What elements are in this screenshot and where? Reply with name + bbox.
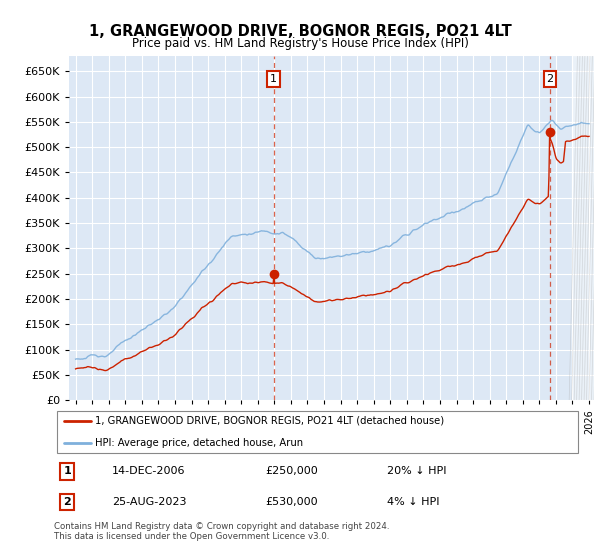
Text: £250,000: £250,000 (265, 466, 318, 477)
Text: HPI: Average price, detached house, Arun: HPI: Average price, detached house, Arun (95, 438, 304, 448)
Text: 2: 2 (547, 74, 554, 84)
Text: Price paid vs. HM Land Registry's House Price Index (HPI): Price paid vs. HM Land Registry's House … (131, 37, 469, 50)
Text: £530,000: £530,000 (265, 497, 318, 507)
Text: 1: 1 (64, 466, 71, 477)
Text: 4% ↓ HPI: 4% ↓ HPI (386, 497, 439, 507)
Text: 1: 1 (270, 74, 277, 84)
Text: 25-AUG-2023: 25-AUG-2023 (112, 497, 187, 507)
Text: 1, GRANGEWOOD DRIVE, BOGNOR REGIS, PO21 4LT: 1, GRANGEWOOD DRIVE, BOGNOR REGIS, PO21 … (89, 24, 511, 39)
Text: 2: 2 (64, 497, 71, 507)
FancyBboxPatch shape (56, 410, 578, 453)
Text: 20% ↓ HPI: 20% ↓ HPI (386, 466, 446, 477)
Text: Contains HM Land Registry data © Crown copyright and database right 2024.
This d: Contains HM Land Registry data © Crown c… (54, 522, 389, 542)
Text: 14-DEC-2006: 14-DEC-2006 (112, 466, 185, 477)
Text: 1, GRANGEWOOD DRIVE, BOGNOR REGIS, PO21 4LT (detached house): 1, GRANGEWOOD DRIVE, BOGNOR REGIS, PO21 … (95, 416, 445, 426)
